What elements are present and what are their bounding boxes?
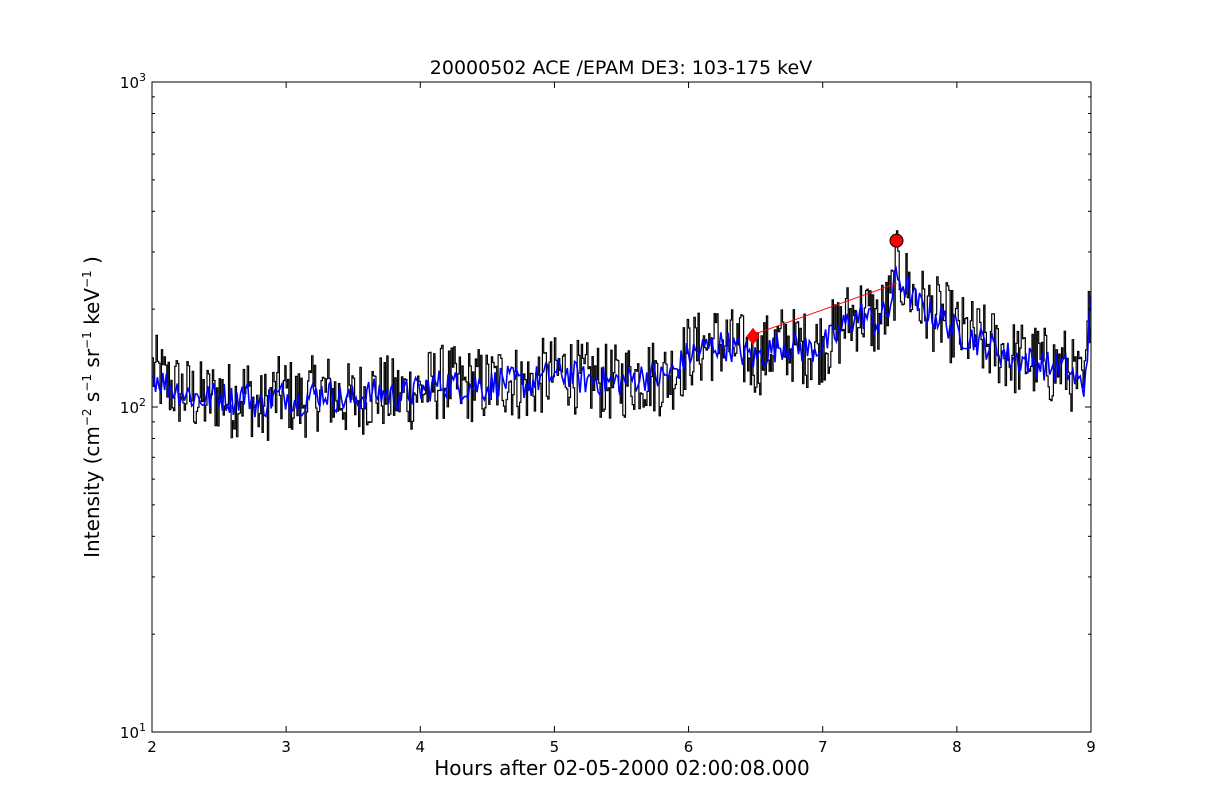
chart-title: 20000502 ACE /EPAM DE3: 103-175 keV [430, 57, 812, 79]
x-tick-label: 3 [281, 738, 291, 756]
axes-frame [151, 81, 1092, 733]
x-tick-label: 6 [684, 738, 694, 756]
x-tick-label: 5 [550, 738, 560, 756]
tick-labels: 2 3 4 5 6 7 8 9 101 102 103 [120, 71, 1096, 756]
y-tick-label: 103 [120, 71, 146, 92]
plot-area [152, 230, 1091, 441]
onset-marker [746, 327, 760, 345]
y-tick-label: 101 [120, 721, 146, 742]
series-smoothed-line [152, 265, 1091, 419]
x-tick-label: 2 [147, 738, 157, 756]
x-tick-label: 9 [1086, 738, 1096, 756]
x-tick-label: 8 [952, 738, 962, 756]
x-tick-label: 4 [416, 738, 426, 756]
x-tick-label: 7 [818, 738, 828, 756]
series-fit-line [755, 282, 897, 335]
series-raw-line [152, 230, 1091, 441]
peak-marker [889, 233, 904, 248]
x-axis-label: Hours after 02-05-2000 02:00:08.000 [434, 756, 810, 780]
y-tick-label: 102 [120, 396, 146, 417]
y-axis-label: Intensity (cm−2 s−1 sr−1 keV−1 ) [80, 256, 104, 558]
